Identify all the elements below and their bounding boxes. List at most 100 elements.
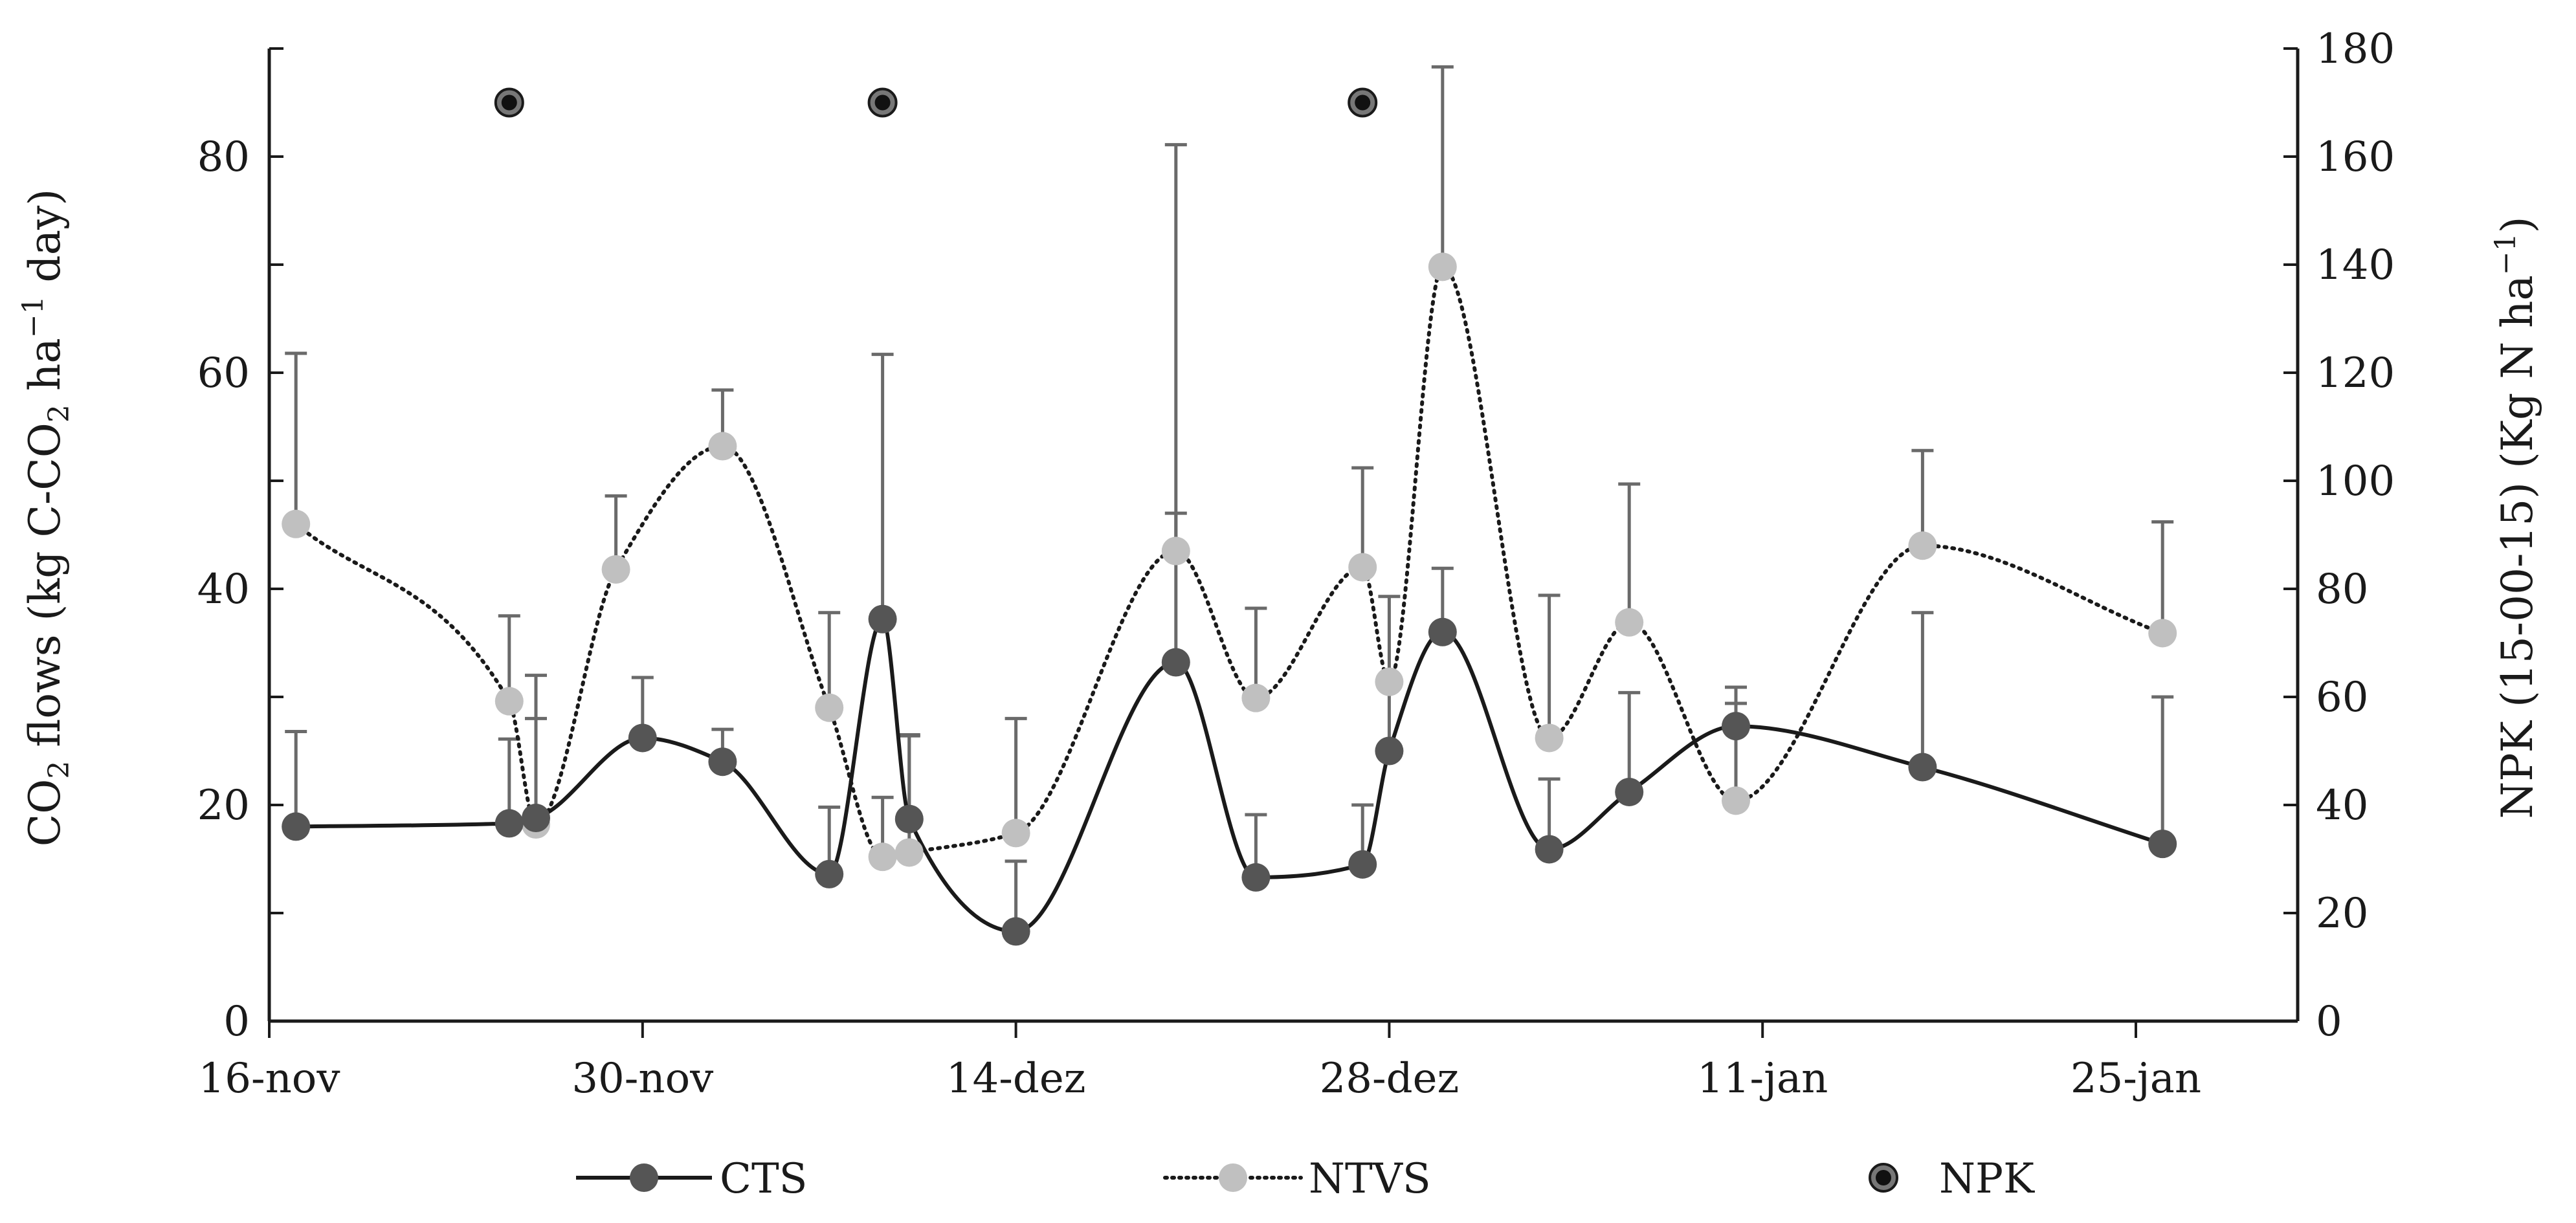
ntvs-error-bar — [285, 351, 307, 524]
series-lines — [294, 265, 2165, 934]
y-right-tick-label: 140 — [2316, 241, 2395, 289]
legend-cts-marker — [630, 1163, 658, 1192]
cts-point — [1722, 712, 1750, 741]
ntvs-series-line — [294, 265, 2165, 859]
y-right-tick-label: 180 — [2316, 25, 2395, 73]
x-tick-label: 11-jan — [1697, 1055, 1828, 1103]
cts-point — [494, 809, 524, 838]
y-right-tick-label: 0 — [2316, 998, 2342, 1046]
cts-point — [1908, 753, 1937, 782]
cts-point — [1428, 617, 1457, 646]
ntvs-error-bar — [818, 611, 841, 708]
y-left-axis-title: CO2 flows (kg C-CO2 ha−1 day) — [17, 189, 76, 846]
ntvs-error-bar — [1618, 482, 1641, 623]
x-tick-label: 28-dez — [1320, 1055, 1460, 1103]
ntvs-error-bar — [1164, 143, 1187, 551]
ntvs-point — [1348, 553, 1377, 582]
cts-point — [1001, 917, 1030, 946]
npk-point-core — [501, 94, 517, 111]
x-tick-label: 16-nov — [199, 1055, 340, 1103]
ntvs-point — [815, 693, 844, 722]
ntvs-point — [1001, 819, 1030, 848]
legend-item-npk: NPK — [1869, 1155, 2035, 1203]
npk-point-core — [1355, 94, 1371, 111]
ntvs-point — [494, 687, 524, 716]
y-left-title-part-e: ha — [20, 338, 70, 404]
ntvs-point — [2148, 619, 2177, 648]
cts-point — [894, 804, 924, 833]
ntvs-point — [868, 843, 897, 872]
cts-point — [868, 604, 897, 634]
y-right-title-part-a: NPK (15-00-15) (Kg N ha — [2493, 275, 2542, 819]
ntvs-error-bar — [2151, 520, 2174, 634]
cts-point — [1241, 863, 1271, 892]
legend-npk-marker-core — [1876, 1170, 1891, 1185]
y-left-title-part-g: day) — [20, 189, 70, 296]
ntvs-point — [1722, 786, 1750, 815]
y-left-tick-label: 0 — [223, 998, 250, 1046]
ntvs-point — [601, 555, 630, 584]
ntvs-error-bar — [1245, 606, 1267, 698]
npk-point-core — [874, 94, 891, 111]
ntvs-error-bar — [1911, 448, 1934, 546]
y-left-title-part-c: flows (kg C-CO — [20, 423, 70, 760]
legend-ntvs-label: NTVS — [1309, 1155, 1431, 1203]
ntvs-point — [894, 838, 924, 867]
cts-point — [1615, 777, 1644, 806]
cts-point — [708, 747, 737, 777]
ntvs-point — [1375, 667, 1404, 696]
cts-point — [1375, 736, 1404, 766]
ntvs-error-bar — [1538, 593, 1560, 738]
legend-item-ntvs: NTVS — [1163, 1155, 1431, 1203]
legend-npk-label: NPK — [1939, 1155, 2035, 1203]
y-right-tick-label: 20 — [2316, 890, 2368, 938]
y-left-title-sub-1: 2 — [43, 761, 76, 779]
error-bars — [285, 65, 2174, 932]
y-right-title-sup: −1 — [2489, 233, 2522, 275]
x-tick-label: 14-dez — [946, 1055, 1086, 1103]
cts-error-bar — [2151, 695, 2174, 844]
cts-point — [1348, 850, 1377, 879]
cts-error-bar — [1911, 611, 1934, 767]
legend-ntvs-marker — [1219, 1163, 1247, 1192]
ntvs-point — [1908, 531, 1937, 560]
y-right-tick-label: 60 — [2316, 674, 2368, 722]
ntvs-error-bar — [1005, 716, 1027, 833]
y-right-tick-label: 80 — [2316, 566, 2368, 613]
cts-error-bar — [871, 353, 894, 619]
ntvs-point — [1241, 683, 1271, 712]
ntvs-point — [708, 432, 737, 461]
y-left-tick-label: 40 — [197, 566, 250, 613]
ntvs-error-bar — [1351, 466, 1374, 567]
x-tick-label: 25-jan — [2071, 1055, 2201, 1103]
y-left-tick-label: 60 — [197, 349, 250, 397]
ntvs-point — [1161, 536, 1190, 566]
ntvs-error-bar — [1431, 65, 1454, 267]
y-left-tick-label: 80 — [197, 133, 250, 181]
y-right-tick-label: 160 — [2316, 133, 2395, 181]
legend-item-cts: CTS — [576, 1155, 808, 1203]
y-right-title-part-c: ) — [2493, 217, 2542, 234]
cts-error-bar — [285, 729, 307, 827]
cts-point — [522, 804, 550, 833]
cts-error-bar — [1618, 690, 1641, 792]
cts-point — [282, 812, 311, 841]
series-markers — [282, 87, 2177, 946]
cts-point — [1161, 648, 1190, 677]
legend: CTS NTVS NPK — [576, 1155, 2035, 1203]
tick-labels: 0 20 40 60 80 0 20 40 60 80 100 120 140 160 180 16-nov 3… — [197, 25, 2395, 1103]
cts-point — [1535, 835, 1564, 864]
y-right-tick-label: 40 — [2316, 782, 2368, 830]
ntvs-point — [1615, 608, 1644, 637]
y-left-tick-label: 20 — [197, 782, 250, 830]
ntvs-point — [1428, 252, 1457, 281]
y-right-axis-title: NPK (15-00-15) (Kg N ha−1) — [2489, 217, 2542, 819]
cts-point — [628, 723, 657, 753]
cts-error-bar — [525, 716, 547, 819]
x-tick-label: 30-nov — [572, 1055, 713, 1103]
cts-point — [2148, 830, 2177, 859]
y-left-title-sub-2: 2 — [43, 404, 76, 423]
ntvs-point — [282, 509, 311, 538]
cts-error-bar — [1164, 511, 1187, 663]
